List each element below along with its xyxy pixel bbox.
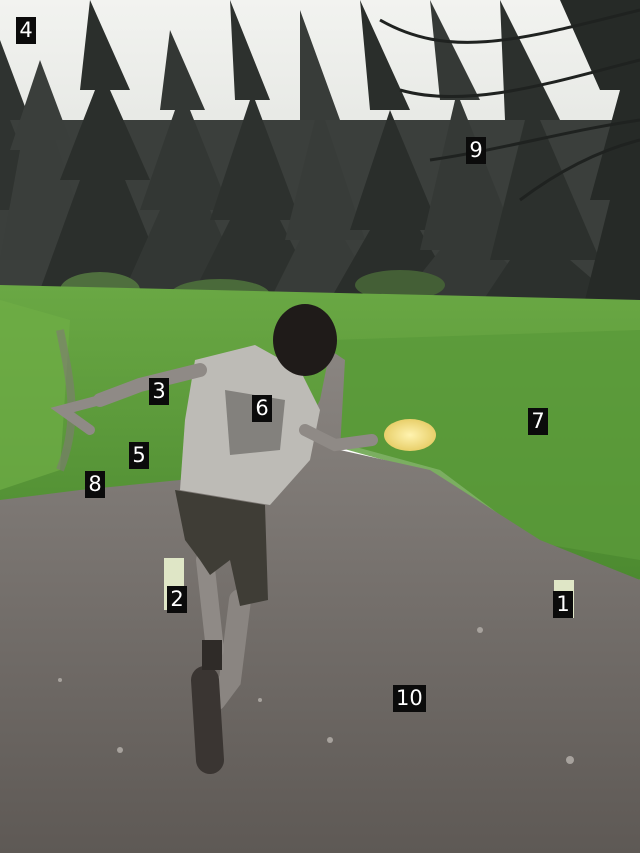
marker-8: 8 [85,471,105,498]
marker-1: 1 [553,591,573,618]
dirt-path [0,350,640,853]
marker-7: 7 [528,408,548,435]
marker-9: 9 [466,137,486,164]
person-throwing [50,304,378,774]
marker-3: 3 [149,378,169,405]
marker-2: 2 [167,586,187,613]
marker-6: 6 [252,395,272,422]
flying-disc [384,419,436,451]
marker-5: 5 [129,442,149,469]
marker-10: 10 [393,685,426,712]
marker-4: 4 [16,17,36,44]
